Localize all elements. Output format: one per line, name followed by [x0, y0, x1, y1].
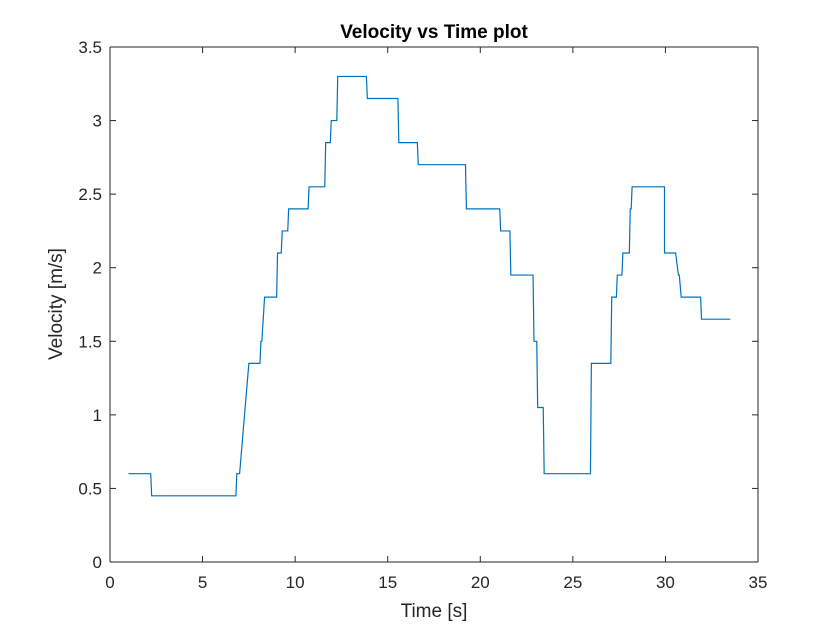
x-tick-label: 15 [378, 573, 397, 592]
data-layer [128, 75, 731, 497]
y-tick-label: 2.5 [78, 185, 102, 204]
axes-layer [109, 46, 759, 563]
series-line-velocity [128, 75, 731, 497]
x-tick-label: 5 [198, 573, 207, 592]
y-tick-label: 1 [93, 406, 102, 425]
x-tick-label: 25 [563, 573, 582, 592]
x-tick-label: 30 [656, 573, 675, 592]
y-tick-label: 1.5 [78, 332, 102, 351]
x-tick-label: 10 [286, 573, 305, 592]
y-tick-label: 2 [93, 259, 102, 278]
x-axis-label: Time [s] [401, 601, 468, 622]
chart-title: Velocity vs Time plot [340, 22, 528, 43]
x-tick-label: 35 [749, 573, 768, 592]
plot-area [110, 47, 758, 562]
x-ticks: 0 5 10 15 20 25 30 35 [105, 47, 767, 592]
y-tick-label: 3 [93, 112, 102, 131]
y-tick-label: 0 [93, 553, 102, 572]
y-tick-label: 3.5 [78, 38, 102, 57]
y-ticks: 0 0.5 1 1.5 2 2.5 3 3.5 [78, 38, 758, 572]
x-tick-label: 20 [471, 573, 490, 592]
x-tick-label: 0 [105, 573, 114, 592]
y-tick-label: 0.5 [78, 479, 102, 498]
y-axis-label: Velocity [m/s] [46, 248, 67, 360]
